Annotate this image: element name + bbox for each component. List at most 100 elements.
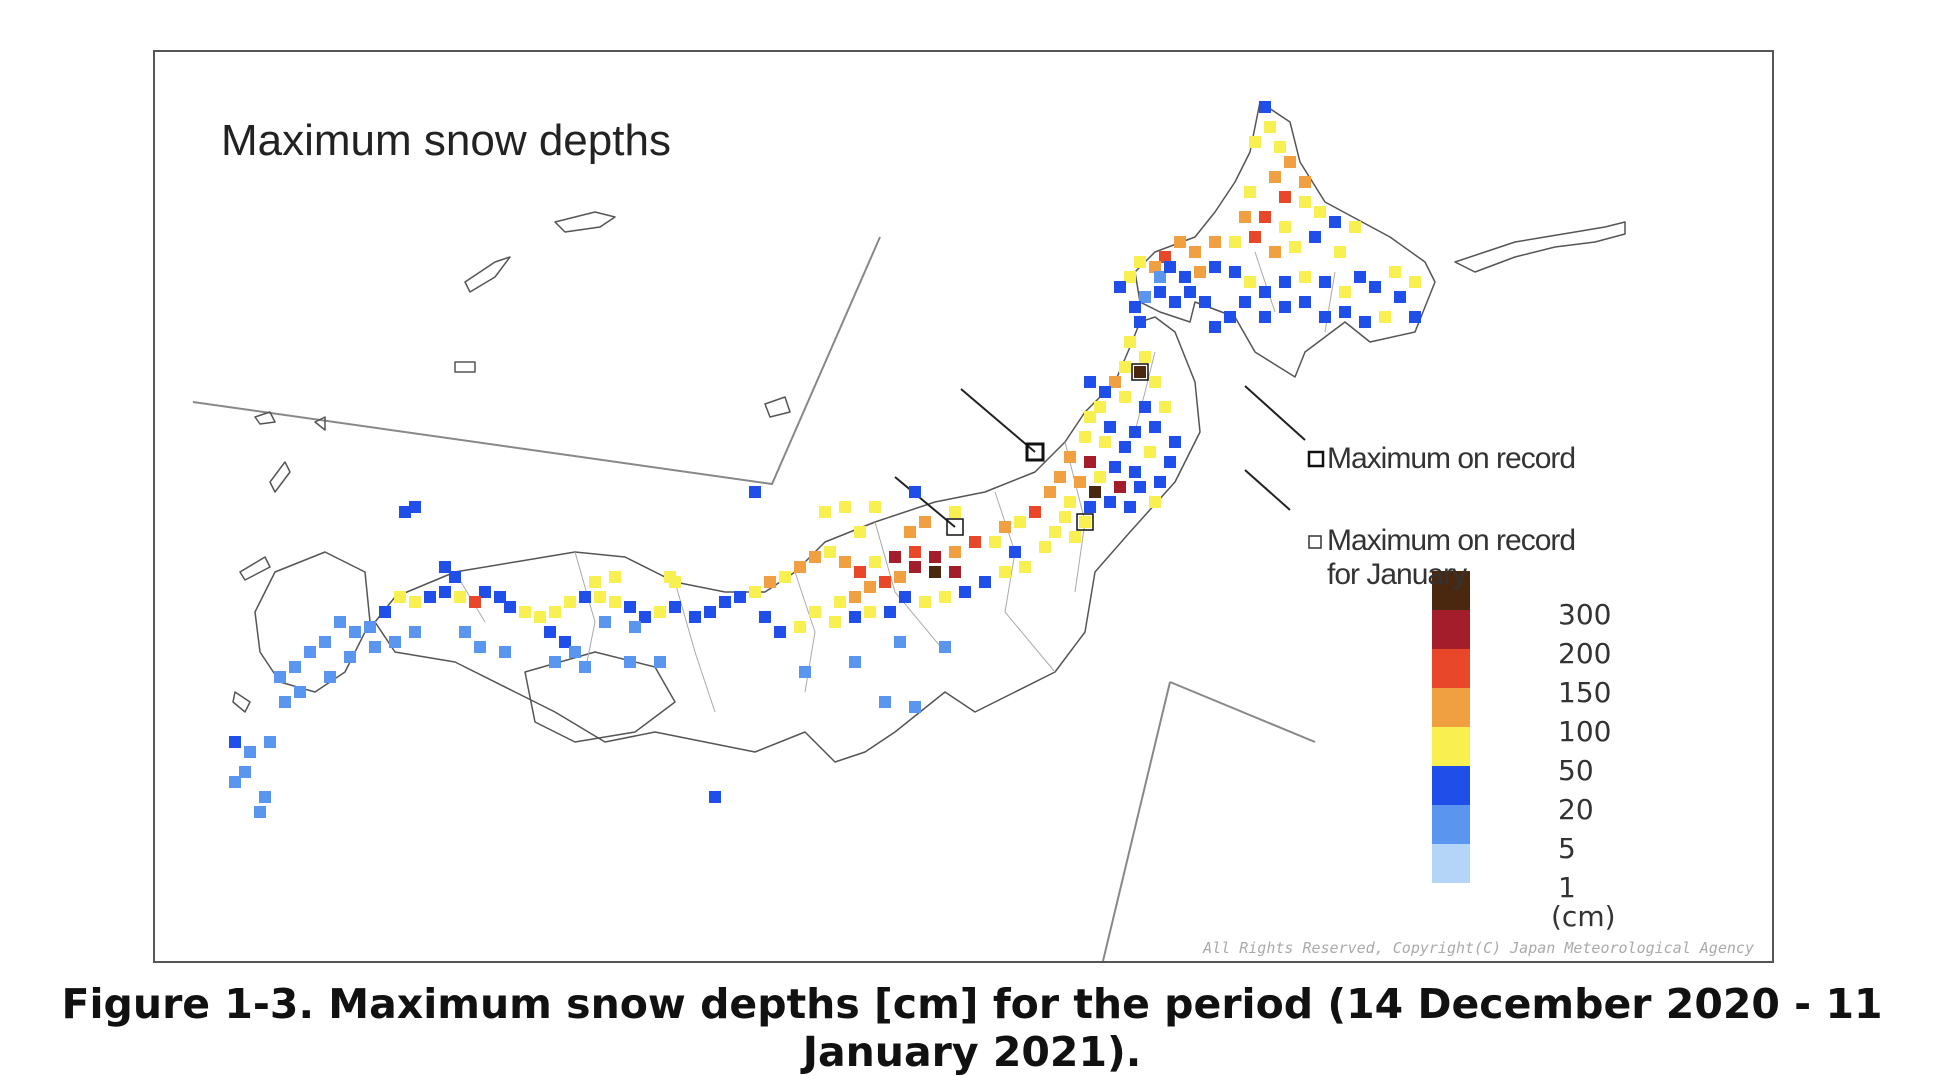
snow-depth-map: [192, 101, 1626, 961]
station-marker: [1339, 306, 1351, 318]
station-marker: [999, 566, 1011, 578]
station-marker: [654, 606, 666, 618]
station-marker: [864, 606, 876, 618]
islands-southwest: [232, 411, 326, 713]
station-marker: [794, 561, 806, 573]
station-marker: [949, 506, 961, 518]
station-marker: [909, 546, 921, 558]
station-marker: [1019, 561, 1031, 573]
station-marker: [319, 636, 331, 648]
station-marker: [254, 806, 266, 818]
station-marker: [1409, 311, 1421, 323]
station-marker: [919, 516, 931, 528]
station-marker: [1044, 486, 1056, 498]
station-marker: [409, 596, 421, 608]
station-marker: [819, 506, 831, 518]
station-marker: [469, 596, 481, 608]
station-marker: [599, 616, 611, 628]
station-marker: [344, 651, 356, 663]
station-marker: [439, 561, 451, 573]
station-marker: [929, 566, 941, 578]
shikoku-outline: [524, 651, 676, 743]
color-scale: [1432, 571, 1470, 883]
station-marker: [549, 656, 561, 668]
station-marker: [879, 576, 891, 588]
station-marker: [1084, 501, 1096, 513]
station-marker: [1079, 431, 1091, 443]
figure-caption: Figure 1-3. Maximum snow depths [cm] for…: [61, 980, 1883, 1076]
station-marker: [1119, 391, 1131, 403]
hokkaido-outline: [1134, 101, 1436, 378]
station-marker: [239, 766, 251, 778]
station-marker: [389, 636, 401, 648]
station-marker: [1299, 196, 1311, 208]
station-marker: [1314, 206, 1326, 218]
scale-swatch-5: [1432, 805, 1470, 844]
record-marker: [1025, 442, 1045, 462]
station-marker: [1244, 186, 1256, 198]
station-marker: [1229, 266, 1241, 278]
station-marker: [1189, 246, 1201, 258]
station-marker: [324, 671, 336, 683]
january-record-marker: [1076, 513, 1094, 531]
coastline: [232, 101, 1626, 763]
max-on-record-january-marker: [1308, 535, 1322, 549]
station-marker: [1149, 261, 1161, 273]
station-marker: [579, 661, 591, 673]
station-marker: [939, 641, 951, 653]
station-marker: [1104, 496, 1116, 508]
leader-lines: [894, 385, 1306, 528]
station-marker: [594, 591, 606, 603]
scale-swatch-50: [1432, 727, 1470, 766]
scale-swatch-20: [1432, 766, 1470, 805]
station-marker: [1169, 296, 1181, 308]
january-record-marker: [1131, 363, 1149, 381]
station-marker: [1054, 471, 1066, 483]
station-marker: [764, 576, 776, 588]
january-record-marker: [946, 518, 964, 536]
station-marker: [1279, 276, 1291, 288]
station-marker: [1409, 276, 1421, 288]
station-marker: [589, 576, 601, 588]
scale-label-150: 150: [1558, 676, 1612, 709]
station-marker: [799, 666, 811, 678]
station-marker: [289, 661, 301, 673]
station-marker: [1144, 446, 1156, 458]
station-marker: [1134, 366, 1146, 378]
station-marker: [1359, 316, 1371, 328]
station-marker: [1014, 516, 1026, 528]
station-marker: [564, 596, 576, 608]
station-marker: [409, 501, 421, 513]
station-marker: [1114, 481, 1126, 493]
station-marker: [1279, 221, 1291, 233]
station-marker: [1139, 401, 1151, 413]
station-marker: [424, 591, 436, 603]
station-marker: [854, 566, 866, 578]
station-marker: [479, 586, 491, 598]
scale-unit: (cm): [1551, 900, 1616, 933]
station-marker: [774, 626, 786, 638]
station-marker: [609, 571, 621, 583]
station-marker: [1284, 156, 1296, 168]
station-marker: [869, 501, 881, 513]
station-marker: [1124, 336, 1136, 348]
station-marker: [244, 746, 256, 758]
station-marker: [879, 696, 891, 708]
station-markers: [229, 101, 1421, 818]
station-marker: [279, 696, 291, 708]
station-marker: [1379, 311, 1391, 323]
station-marker: [394, 591, 406, 603]
station-marker: [884, 606, 896, 618]
station-marker: [1164, 261, 1176, 273]
legend-max-on-record-january: Maximum on record: [1327, 524, 1576, 557]
station-marker: [439, 586, 451, 598]
station-marker: [689, 611, 701, 623]
station-marker: [749, 486, 761, 498]
station-marker: [1169, 436, 1181, 448]
station-marker: [259, 791, 271, 803]
station-marker: [364, 621, 376, 633]
station-marker: [719, 596, 731, 608]
station-marker: [894, 571, 906, 583]
scale-swatch-300: [1432, 571, 1470, 610]
scale-swatch-200: [1432, 610, 1470, 649]
